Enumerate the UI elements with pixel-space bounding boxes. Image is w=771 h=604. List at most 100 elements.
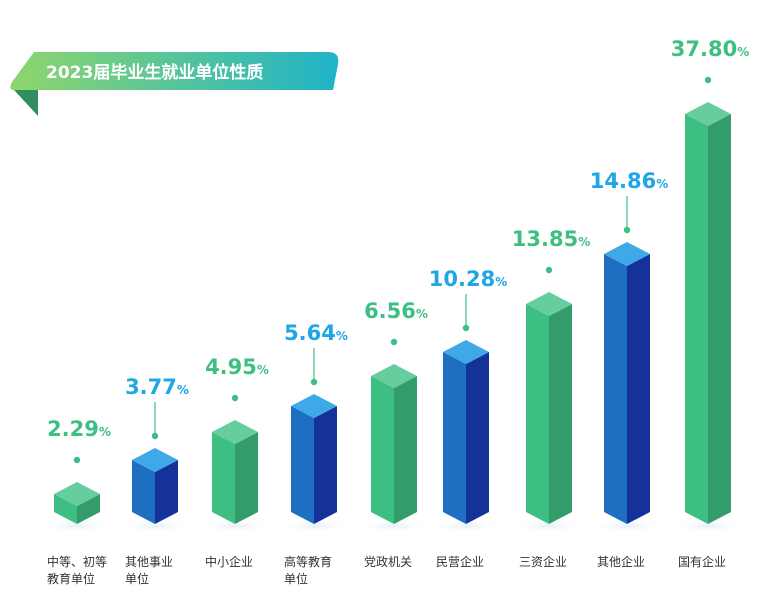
bar-face-top (291, 394, 337, 418)
bar-face-left (371, 376, 394, 524)
bar-face-right (314, 406, 337, 524)
bar-face-top (132, 448, 178, 472)
category-label-line: 单位 (125, 571, 149, 586)
category-label-line: 中等、初等 (47, 554, 107, 569)
value-unit: % (177, 383, 189, 397)
bar-face-top (604, 242, 650, 266)
chart-title: 2023届毕业生就业单位性质 (46, 62, 263, 83)
value-number: 10.28 (429, 267, 495, 291)
value-marker-dot (390, 338, 398, 346)
bar-face-right (394, 376, 417, 524)
bar-shadow (278, 519, 350, 533)
category-label: 其他事业单位 (125, 555, 173, 586)
bar-face-right (155, 460, 178, 524)
value-number: 14.86 (590, 169, 656, 193)
value-label: 10.28% (429, 267, 507, 291)
value-label: 5.64% (284, 321, 348, 345)
value-unit: % (656, 177, 668, 191)
category-label: 其他企业 (597, 554, 645, 569)
value-marker-dot (73, 456, 81, 464)
value-label: 6.56% (364, 299, 428, 323)
value-number: 4.95 (205, 355, 257, 379)
value-unit: % (737, 45, 749, 59)
bar-shadow (430, 519, 502, 533)
bar-face-left (132, 460, 155, 524)
category-label-line: 单位 (284, 571, 308, 586)
category-label-line: 中小企业 (205, 554, 253, 569)
bar-face-top (685, 102, 731, 126)
bar-face-right (466, 352, 489, 524)
bar (199, 420, 271, 533)
bar-shadow (199, 519, 271, 533)
title-banner-shape (10, 52, 339, 90)
value-label: 13.85% (512, 227, 590, 251)
bar (41, 482, 113, 533)
value-label: 37.80% (671, 37, 749, 61)
value-label: 14.86% (590, 169, 668, 193)
value-marker-dot (704, 76, 712, 84)
value-marker-dot (545, 266, 553, 274)
bar-shadow (672, 519, 744, 533)
category-label-line: 国有企业 (678, 554, 726, 569)
value-label: 4.95% (205, 355, 269, 379)
category-label-line: 其他企业 (597, 554, 645, 569)
bar-face-left (291, 406, 314, 524)
bar-face-left (526, 304, 549, 524)
category-label-line: 党政机关 (364, 554, 412, 569)
bar-face-left (443, 352, 466, 524)
value-label: 2.29% (47, 417, 111, 441)
bars-layer (41, 102, 744, 533)
value-unit: % (416, 307, 428, 321)
bar-face-left (212, 432, 235, 524)
category-label: 高等教育单位 (284, 554, 332, 586)
bar-face-top (526, 292, 572, 316)
bar-face-right (708, 114, 731, 524)
category-label-line: 三资企业 (519, 554, 567, 569)
bar (513, 292, 585, 533)
value-unit: % (99, 425, 111, 439)
category-label: 三资企业 (519, 554, 567, 569)
value-unit: % (257, 363, 269, 377)
bar-face-top (54, 482, 100, 506)
value-unit: % (336, 329, 348, 343)
value-unit: % (578, 235, 590, 249)
category-label-line: 其他事业 (125, 555, 173, 569)
bar-face-right (77, 494, 100, 524)
category-label: 党政机关 (364, 554, 412, 569)
category-label: 中小企业 (205, 554, 253, 569)
bar-face-left (54, 494, 77, 524)
bar-face-left (685, 114, 708, 524)
value-label: 3.77% (125, 375, 189, 399)
bar-shadow (358, 519, 430, 533)
category-label: 中等、初等教育单位 (47, 554, 107, 586)
value-number: 5.64 (284, 321, 336, 345)
value-number: 6.56 (364, 299, 416, 323)
bar (278, 394, 350, 533)
bar (119, 448, 191, 533)
value-number: 13.85 (512, 227, 578, 251)
value-number: 2.29 (47, 417, 99, 441)
value-marker-dot (231, 394, 239, 402)
value-number: 37.80 (671, 37, 737, 61)
bar-face-left (604, 254, 627, 524)
chart-title-banner: 2023届毕业生就业单位性质 (10, 52, 339, 116)
bar-shadow (119, 519, 191, 533)
bar (358, 364, 430, 533)
bar (672, 102, 744, 533)
bar-face-top (212, 420, 258, 444)
bar (430, 340, 502, 533)
category-label: 民营企业 (436, 554, 484, 569)
category-label-line: 教育单位 (47, 571, 95, 586)
category-label-line: 高等教育 (284, 554, 332, 569)
category-label: 国有企业 (678, 554, 726, 569)
bar-shadow (41, 519, 113, 533)
bar (591, 242, 663, 533)
title-banner-fold (14, 90, 38, 116)
bar-shadow (591, 519, 663, 533)
value-number: 3.77 (125, 375, 177, 399)
bar-face-right (549, 304, 572, 524)
bar-shadow (513, 519, 585, 533)
bar-face-top (371, 364, 417, 388)
bar-face-right (235, 432, 258, 524)
